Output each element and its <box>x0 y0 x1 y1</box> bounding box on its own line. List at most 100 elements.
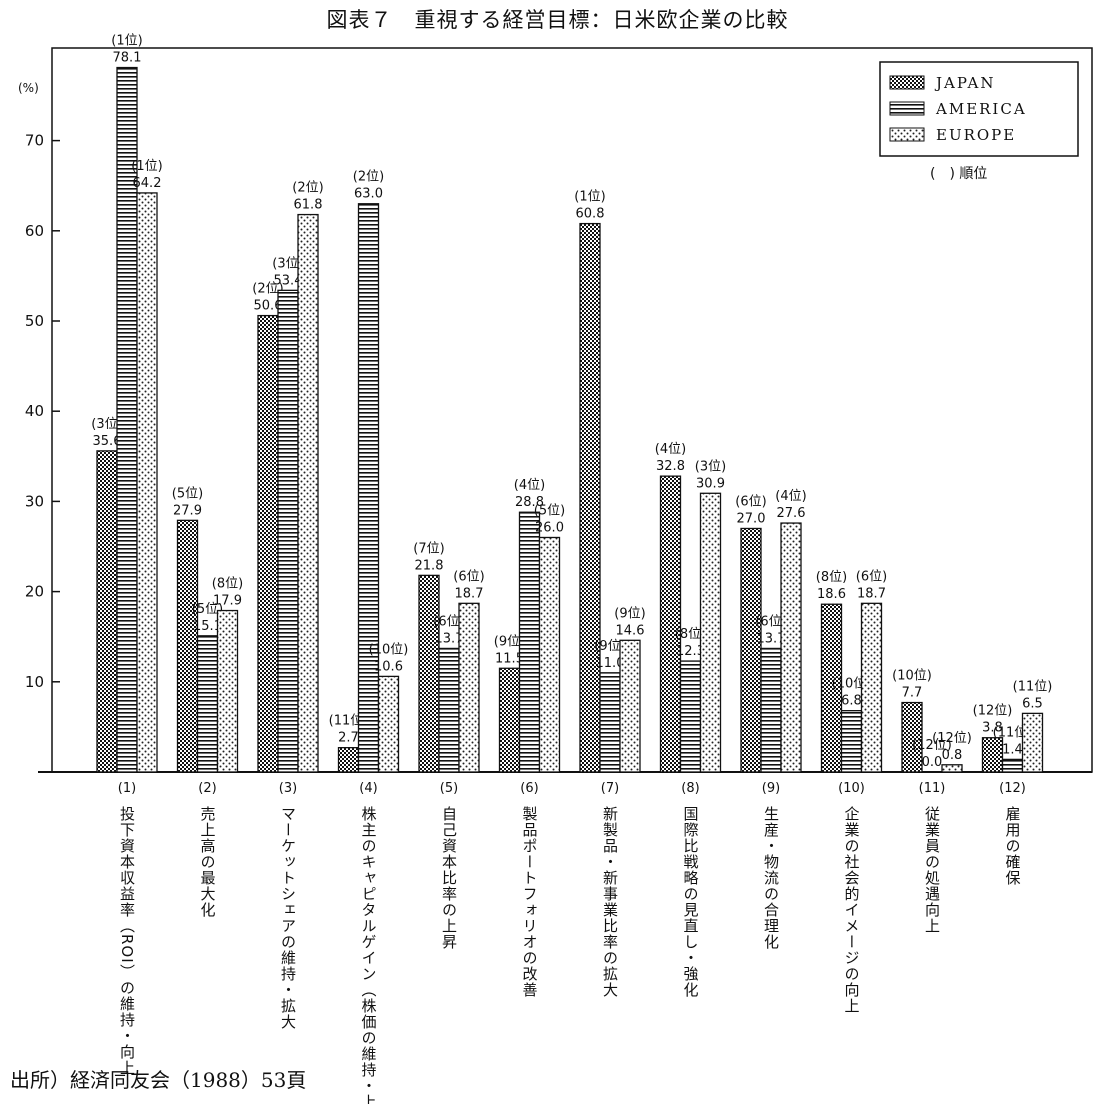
rank-label: (5位) <box>192 602 223 617</box>
rank-label: (9位) <box>594 639 625 654</box>
rank-label: (10位) <box>369 642 409 657</box>
value-label: 78.1 <box>113 51 142 66</box>
category-label: 投下資本収益率（ROI）の維持・向上 <box>118 806 136 1076</box>
legend-swatch-america <box>889 101 925 116</box>
bar-japan <box>337 746 360 773</box>
rank-label: (1位) <box>574 190 605 205</box>
category-label: 企業の社会的イメージの向上 <box>843 805 861 1014</box>
bar-europe <box>297 213 319 773</box>
value-label: 18.6 <box>817 587 846 602</box>
y-tick-label: 70 <box>25 132 44 150</box>
bar-japan <box>901 701 923 773</box>
value-label: 13.7 <box>435 631 464 646</box>
rank-label: (2位) <box>353 170 384 185</box>
bar-japan <box>257 314 279 773</box>
rank-label: (6位) <box>433 614 464 629</box>
bar-japan <box>579 222 601 773</box>
value-label: 14.6 <box>616 623 645 638</box>
rank-label: (12位) <box>973 704 1013 719</box>
value-label: 10.6 <box>374 659 403 674</box>
bar-europe <box>619 639 641 773</box>
bar-europe <box>136 192 158 773</box>
bar-europe <box>941 764 963 773</box>
value-label: 18.7 <box>455 586 484 601</box>
bar-europe <box>458 602 480 773</box>
bar-america <box>277 289 299 773</box>
bar-europe <box>860 602 883 773</box>
category-number: (7) <box>601 781 619 796</box>
rank-label: (4位) <box>775 489 806 504</box>
bar-europe <box>780 522 802 773</box>
bar-america <box>760 647 782 773</box>
value-label: 6.5 <box>1022 696 1043 711</box>
category-number: (10) <box>838 781 865 796</box>
category-number: (1) <box>118 781 136 796</box>
category-label: 国際比戦略の見直し・強化 <box>682 806 700 998</box>
category-label: 製品ポートフォリオの改善 <box>521 806 539 998</box>
bar-europe <box>1021 712 1044 773</box>
rank-label: (5位) <box>534 503 565 518</box>
legend-label-japan: JAPAN <box>934 74 996 92</box>
category-label: 雇用の確保 <box>1004 806 1022 886</box>
category-label: マーケットシェアの維持・拡大 <box>279 806 297 1030</box>
value-label: 17.9 <box>213 594 242 609</box>
value-label: 11.0 <box>596 656 625 671</box>
category-label: 新製品・新事業比率の拡大 <box>601 806 619 998</box>
value-label: 11.5 <box>495 651 524 666</box>
value-label: 7.7 <box>902 686 923 701</box>
value-label: 30.9 <box>696 476 725 491</box>
category-label: 売上高の最大化 <box>199 806 217 918</box>
value-label: 12.3 <box>676 644 705 659</box>
bar-japan <box>176 519 199 773</box>
bar-europe <box>216 609 239 773</box>
rank-label: (11位) <box>1013 679 1053 694</box>
category-number: (2) <box>198 781 216 796</box>
rank-label: (3位) <box>91 417 122 432</box>
value-label: 64.2 <box>133 176 162 191</box>
rank-note: ( ) 順位 <box>930 166 987 182</box>
category-number: (11) <box>919 781 946 796</box>
bar-japan <box>418 574 440 773</box>
rank-label: (2位) <box>292 181 323 196</box>
value-label: 63.0 <box>354 187 383 202</box>
value-label: 61.8 <box>294 198 323 213</box>
bar-america <box>357 203 380 773</box>
category-label: 従業員の処遇向上 <box>923 806 941 934</box>
rank-label: (9位) <box>614 606 645 621</box>
value-label: 0.8 <box>942 748 963 763</box>
value-label: 2.7 <box>338 731 359 746</box>
legend-swatch-europe <box>889 127 925 142</box>
bar-america <box>196 635 219 773</box>
rank-label: (4位) <box>514 478 545 493</box>
rank-label: (6位) <box>453 569 484 584</box>
rank-label: (1位) <box>111 34 142 49</box>
category-label: 自己資本比率の上昇 <box>440 806 458 950</box>
category-number: (12) <box>999 781 1026 796</box>
y-unit-label: (%) <box>18 81 39 95</box>
category-number: (5) <box>440 781 458 796</box>
value-label: 27.6 <box>777 506 806 521</box>
value-label: 50.6 <box>254 299 283 314</box>
value-label: 18.7 <box>857 586 886 601</box>
y-tick-label: 30 <box>25 492 44 510</box>
value-label: 15.1 <box>193 619 222 634</box>
bar-america <box>518 511 541 773</box>
category-number: (9) <box>762 781 780 796</box>
y-tick-label: 20 <box>25 583 44 601</box>
bar-america <box>438 647 460 773</box>
bar-america <box>679 660 702 773</box>
value-label: 13.7 <box>757 631 786 646</box>
rank-label: (4位) <box>655 442 686 457</box>
value-label: 35.6 <box>93 434 122 449</box>
category-label: 株主のキャピタルゲイン（株価の維持・上昇） <box>360 806 378 1104</box>
bar-japan <box>820 603 843 773</box>
rank-label: (7位) <box>413 541 444 556</box>
value-label: 32.8 <box>656 459 685 474</box>
rank-label: (9位) <box>494 634 525 649</box>
rank-label: (10位) <box>892 669 932 684</box>
value-label: 53.4 <box>274 273 303 288</box>
bar-america <box>1001 758 1024 773</box>
value-label: 3.8 <box>982 721 1003 736</box>
bar-japan <box>981 737 1004 773</box>
bar-europe <box>699 492 722 773</box>
